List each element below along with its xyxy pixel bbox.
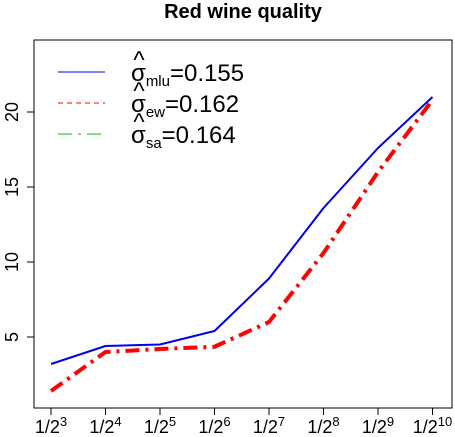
legend-subscript: mlu [146,73,170,90]
legend-symbol: σ [131,122,146,149]
y-tick-label: 10 [2,252,22,272]
legend-equals: = [170,60,184,87]
legend-subscript: sa [146,135,163,152]
legend-hat: ^ [133,109,145,136]
x-tick-label-base: 1/2 [35,417,60,437]
x-tick-label-base: 1/2 [362,417,387,437]
y-tick-label: 5 [2,332,22,342]
legend-symbol: σ [131,91,146,118]
x-tick-label: 1/27 [253,414,285,437]
legend-value: 0.155 [184,60,244,87]
series-layer [49,96,435,393]
plot-frame [33,39,453,409]
x-tick-label-exp: 8 [332,414,339,429]
series-line-mlu [50,96,434,365]
x-tick-label-exp: 5 [169,414,176,429]
x-tick-label-base: 1/2 [89,417,114,437]
legend-value: 0.162 [179,91,239,118]
x-tick-label-base: 1/2 [307,417,332,437]
series-line-ew [49,98,435,393]
chart-title: Red wine quality [164,1,323,23]
x-tick-label: 1/23 [35,414,67,437]
legend-symbol: σ [131,60,146,87]
x-tick-label-base: 1/2 [198,417,223,437]
x-axis: 1/23 1/24 1/25 1/26 1/27 1/28 1/29 1/210 [35,408,452,437]
x-tick-label: 1/26 [198,414,230,437]
x-tick-label: 1/210 [413,414,453,437]
y-axis: 5 10 15 20 [2,102,34,342]
legend-equals: = [162,122,176,149]
legend-equals: = [165,91,179,118]
x-tick-label-exp: 7 [278,414,285,429]
x-tick-label-exp: 4 [114,414,121,429]
x-tick-label: 1/24 [89,414,121,437]
legend-label-mlu: σmlu=0.155 [131,60,244,90]
x-tick-label-exp: 10 [438,414,452,429]
x-tick-label-exp: 9 [387,414,394,429]
legend-value: 0.164 [176,122,236,149]
x-tick-label: 1/28 [307,414,339,437]
legend-subscript: ew [146,104,165,121]
x-tick-label-exp: 3 [60,414,67,429]
legend-hat: ^ [133,47,145,74]
x-tick-label: 1/29 [362,414,394,437]
legend-hat: ^ [133,78,145,105]
x-tick-label-exp: 6 [223,414,230,429]
x-tick-label: 1/25 [144,414,176,437]
legend-label-ew: σew=0.162 [131,91,239,121]
legend-label-sa: σsa=0.164 [131,122,236,152]
x-tick-label-base: 1/2 [253,417,278,437]
legend: ^σmlu=0.155^σew=0.162^σsa=0.164 [58,47,244,152]
x-tick-label-base: 1/2 [413,417,438,437]
y-tick-label: 15 [2,177,22,197]
y-tick-label: 20 [2,102,22,122]
x-tick-label-base: 1/2 [144,417,169,437]
